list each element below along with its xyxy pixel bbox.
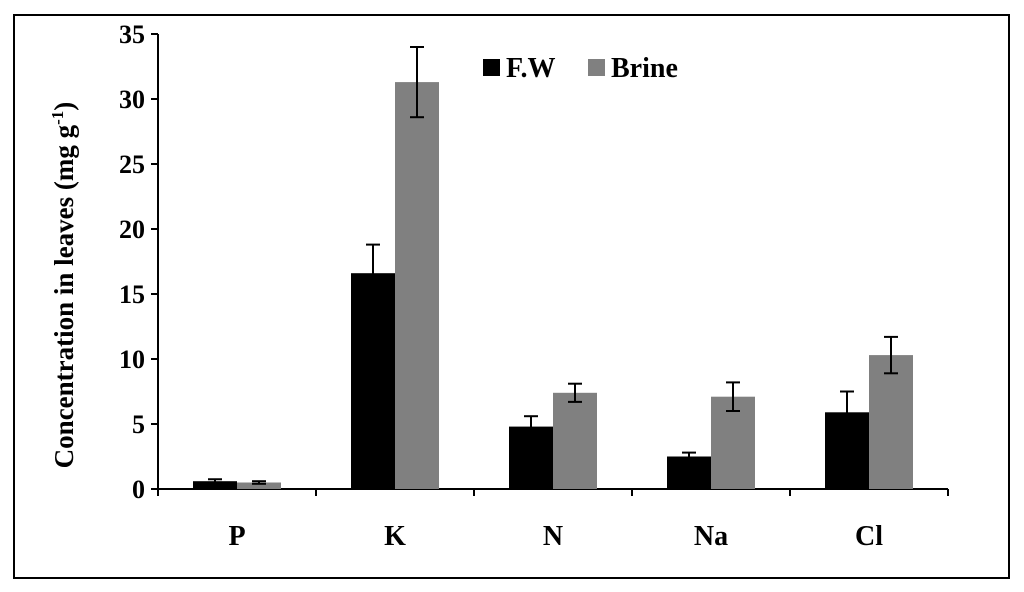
bar-brine-n <box>553 392 597 489</box>
bar-brine-k <box>395 82 439 489</box>
bar-fw-na <box>667 456 711 489</box>
x-category-label: K <box>384 521 406 552</box>
y-axis-title-close: ) <box>49 102 79 111</box>
legend-swatch-brine <box>588 59 605 76</box>
y-tick-label: 35 <box>119 20 145 49</box>
error-bars <box>208 46 898 485</box>
y-tick-label: 5 <box>132 410 145 439</box>
y-tick-label: 20 <box>119 215 145 244</box>
x-category-label: Na <box>694 521 728 552</box>
y-tick-label: 15 <box>119 280 145 309</box>
bar-fw-p <box>193 481 237 489</box>
legend: F.W Brine <box>483 53 678 84</box>
y-tick-label: 25 <box>119 150 145 179</box>
x-category-labels: P K N Na Cl <box>228 521 883 552</box>
x-category-label: N <box>543 521 563 552</box>
y-tick-label: 0 <box>132 475 145 504</box>
y-axis-title: Concentration in leaves (mg g-1) <box>48 102 79 469</box>
x-category-label: P <box>228 521 245 552</box>
bar-brine-cl <box>869 355 913 489</box>
bars <box>193 82 913 489</box>
y-axis-title-superscript: -1 <box>48 111 67 125</box>
x-category-label: Cl <box>855 521 883 552</box>
legend-label-brine: Brine <box>611 53 678 84</box>
y-tick-label: 30 <box>119 85 145 114</box>
bar-brine-p <box>237 482 281 489</box>
bar-brine-na <box>711 396 755 489</box>
y-tick-labels: 0 5 10 15 20 25 30 35 <box>119 20 145 504</box>
bar-fw-k <box>351 273 395 489</box>
legend-label-fw: F.W <box>506 53 556 84</box>
legend-swatch-fw <box>483 59 500 76</box>
y-axis-title-main: Concentration in leaves (mg g <box>49 124 79 468</box>
y-tick-label: 10 <box>119 345 145 374</box>
